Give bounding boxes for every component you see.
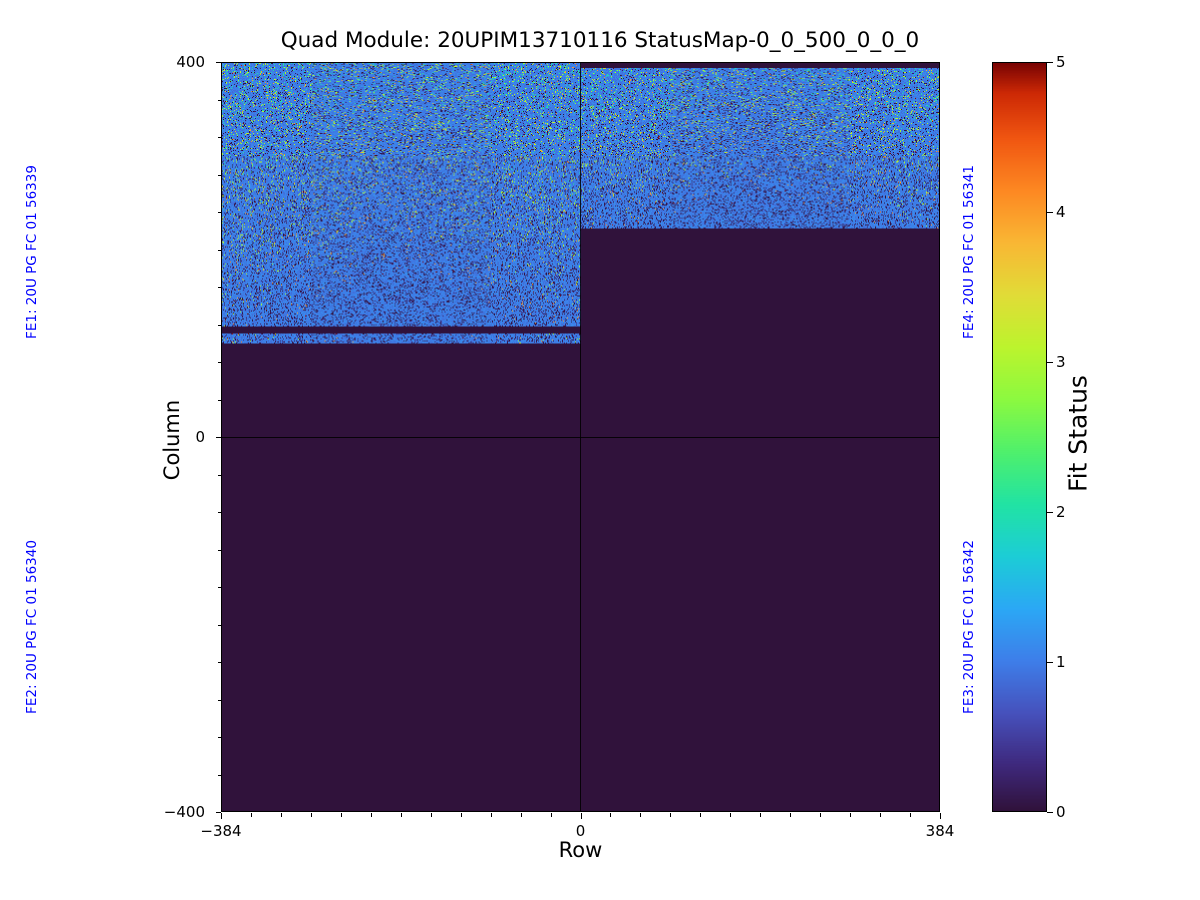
x-tick-minor bbox=[820, 813, 822, 817]
x-tick-minor bbox=[910, 813, 912, 817]
x-tick-minor bbox=[760, 813, 762, 817]
x-tick-minor bbox=[790, 813, 792, 817]
x-tick-minor bbox=[520, 813, 522, 817]
y-tick-label: 0 bbox=[195, 428, 205, 446]
x-tick-minor bbox=[250, 813, 252, 817]
y-tick-minor bbox=[217, 699, 221, 701]
x-tick-minor bbox=[400, 813, 402, 817]
colorbar-tick bbox=[1047, 362, 1053, 363]
colorbar-title: Fit Status bbox=[1063, 375, 1093, 492]
colorbar-gradient bbox=[993, 63, 1046, 811]
colorbar-tick bbox=[1047, 662, 1053, 663]
y-tick-minor bbox=[217, 737, 221, 738]
colorbar-tick-label: 0 bbox=[1056, 803, 1066, 821]
y-tick-minor bbox=[217, 249, 221, 251]
y-tick-minor bbox=[217, 362, 221, 363]
x-tick-major bbox=[940, 813, 941, 819]
y-tick-minor bbox=[217, 137, 221, 138]
y-tick-minor bbox=[217, 662, 221, 663]
y-axis-title: Column bbox=[160, 399, 184, 481]
y-tick-label: 400 bbox=[176, 53, 205, 71]
colorbar-tick-label: 4 bbox=[1056, 203, 1066, 221]
colorbar-tick bbox=[1047, 812, 1053, 813]
y-tick-minor bbox=[217, 474, 221, 476]
fe-label-bottom-right: FE3: 20U PG FC 01 56342 bbox=[961, 540, 977, 714]
y-tick-minor bbox=[217, 549, 221, 551]
colorbar[interactable] bbox=[992, 62, 1047, 812]
y-tick-minor bbox=[217, 212, 221, 213]
page-title: Quad Module: 20UPIM13710116 StatusMap-0_… bbox=[280, 28, 920, 53]
x-tick-minor bbox=[880, 813, 882, 817]
x-tick-minor bbox=[370, 813, 372, 817]
x-tick-minor bbox=[610, 813, 612, 817]
x-tick-minor bbox=[310, 813, 312, 817]
x-tick-label: 384 bbox=[925, 822, 955, 840]
y-tick-major bbox=[215, 812, 221, 813]
colorbar-tick bbox=[1047, 512, 1053, 513]
y-axis-tick-labels: 400 0 −400 bbox=[0, 53, 213, 821]
module-divider-horizontal bbox=[222, 437, 939, 438]
x-tick-major bbox=[221, 813, 222, 819]
fe-label-bottom-left: FE2: 20U PG FC 01 56340 bbox=[24, 540, 40, 714]
x-tick-minor bbox=[490, 813, 492, 817]
x-tick-minor bbox=[550, 813, 552, 817]
x-tick-major bbox=[580, 813, 582, 819]
y-tick-minor bbox=[217, 99, 221, 101]
colorbar-tick-label: 1 bbox=[1056, 653, 1066, 671]
x-tick-minor bbox=[730, 813, 732, 817]
colorbar-tick bbox=[1047, 62, 1053, 63]
y-tick-minor bbox=[217, 399, 221, 401]
y-tick-minor bbox=[217, 624, 221, 626]
y-tick-minor bbox=[217, 512, 221, 513]
colorbar-tick-label: 5 bbox=[1056, 53, 1066, 71]
y-tick-label: −400 bbox=[163, 803, 205, 821]
heatmap-plot-area[interactable] bbox=[221, 62, 940, 812]
y-tick-major bbox=[215, 62, 221, 63]
x-axis-ticks: −384 0 384 bbox=[200, 813, 954, 840]
y-tick-minor bbox=[217, 287, 221, 288]
y-tick-minor bbox=[217, 587, 221, 588]
x-tick-minor bbox=[340, 813, 342, 817]
x-tick-minor bbox=[280, 813, 282, 817]
fe-label-top-left: FE1: 20U PG FC 01 56339 bbox=[24, 165, 40, 339]
x-tick-minor bbox=[640, 813, 642, 817]
y-tick-minor bbox=[217, 174, 221, 176]
colorbar-tick-label: 3 bbox=[1056, 353, 1066, 371]
x-tick-label: −384 bbox=[200, 822, 242, 840]
x-tick-minor bbox=[670, 813, 672, 817]
x-tick-minor bbox=[700, 813, 702, 817]
y-tick-minor bbox=[217, 774, 221, 776]
x-tick-minor bbox=[850, 813, 852, 817]
y-tick-major bbox=[215, 437, 221, 438]
y-tick-minor bbox=[217, 324, 221, 326]
fe-label-top-right: FE4: 20U PG FC 01 56341 bbox=[961, 165, 977, 339]
colorbar-tick-label: 2 bbox=[1056, 503, 1066, 521]
x-tick-minor bbox=[430, 813, 432, 817]
x-axis-title: Row bbox=[558, 838, 603, 862]
x-tick-label: 0 bbox=[575, 822, 586, 840]
colorbar-tick bbox=[1047, 212, 1053, 213]
x-tick-minor bbox=[460, 813, 462, 817]
